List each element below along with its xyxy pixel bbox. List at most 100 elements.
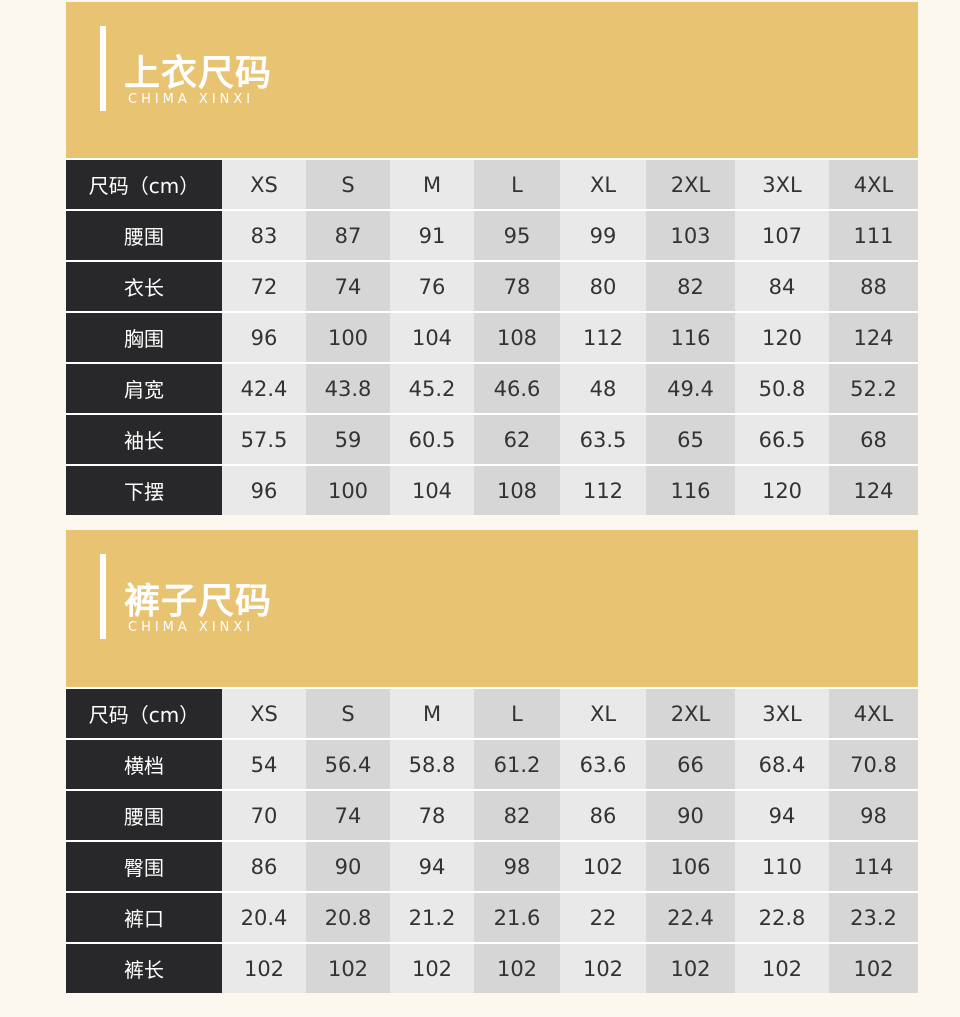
measurement-cell: 48 (560, 362, 646, 414)
measurement-cell: 52.2 (829, 362, 918, 414)
header-row: 尺码（cm） XS S M L XL 2XL 3XL 4XL (66, 158, 918, 210)
measurement-cell: 76 (390, 260, 474, 312)
measurement-cell: 102 (474, 942, 560, 993)
section-title: 上衣尺码 (124, 53, 273, 94)
measurement-cell: 45.2 (390, 362, 474, 414)
measurement-cell: 49.4 (646, 362, 735, 414)
measurement-cell: 95 (474, 209, 560, 261)
measurement-cell: 99 (560, 209, 646, 261)
measurement-cell: 96 (222, 311, 306, 363)
measurement-cell: 102 (646, 942, 735, 993)
measurement-cell: 90 (306, 840, 390, 892)
measurement-cell: 50.8 (735, 362, 829, 414)
measurement-cell: 78 (474, 260, 560, 312)
table-row: 肩宽 42.4 43.8 45.2 46.6 48 49.4 50.8 52.2 (66, 362, 918, 414)
accent-bar (100, 554, 106, 639)
size-header: 2XL (646, 687, 735, 739)
table-row: 裤长 102 102 102 102 102 102 102 102 (66, 942, 918, 993)
measurement-cell: 86 (560, 789, 646, 841)
measurement-cell: 112 (560, 464, 646, 515)
size-table: 尺码（cm） XS S M L XL 2XL 3XL 4XL 横档 54 56.4 58.8 61.2 63… (66, 687, 918, 993)
table-row: 下摆 96 100 104 108 112 116 120 124 (66, 464, 918, 515)
measurement-cell: 106 (646, 840, 735, 892)
measurement-cell: 61.2 (474, 738, 560, 790)
size-table: 尺码（cm） XS S M L XL 2XL 3XL 4XL 腰围 83 87 91 95 99 103 107… (66, 158, 918, 515)
accent-bar (100, 26, 106, 111)
measurement-cell: 82 (474, 789, 560, 841)
measurement-cell: 42.4 (222, 362, 306, 414)
row-label: 衣长 (66, 260, 222, 312)
measurement-cell: 72 (222, 260, 306, 312)
measurement-cell: 102 (222, 942, 306, 993)
measurement-cell: 94 (390, 840, 474, 892)
size-header: S (306, 158, 390, 210)
measurement-cell: 46.6 (474, 362, 560, 414)
measurement-cell: 58.8 (390, 738, 474, 790)
measurement-cell: 102 (306, 942, 390, 993)
measurement-cell: 116 (646, 311, 735, 363)
measurement-cell: 102 (560, 942, 646, 993)
size-header: 3XL (735, 158, 829, 210)
section-header: 上衣尺码 CHIMA XINXI (66, 2, 918, 158)
measurement-cell: 114 (829, 840, 918, 892)
measurement-cell: 104 (390, 311, 474, 363)
row-label: 腰围 (66, 789, 222, 841)
table-row: 袖长 57.5 59 60.5 62 63.5 65 66.5 68 (66, 413, 918, 465)
measurement-cell: 22.4 (646, 891, 735, 943)
measurement-cell: 108 (474, 311, 560, 363)
size-header: 2XL (646, 158, 735, 210)
measurement-cell: 68 (829, 413, 918, 465)
measurement-cell: 78 (390, 789, 474, 841)
top-size-section: 上衣尺码 CHIMA XINXI 尺码（cm） XS S M L XL 2XL 3XL 4XL 腰… (66, 2, 918, 515)
measurement-cell: 124 (829, 311, 918, 363)
row-label: 裤口 (66, 891, 222, 943)
measurement-cell: 70 (222, 789, 306, 841)
header-row: 尺码（cm） XS S M L XL 2XL 3XL 4XL (66, 687, 918, 739)
measurement-cell: 60.5 (390, 413, 474, 465)
measurement-cell: 23.2 (829, 891, 918, 943)
table-row: 腰围 83 87 91 95 99 103 107 111 (66, 209, 918, 261)
measurement-cell: 94 (735, 789, 829, 841)
measurement-cell: 98 (829, 789, 918, 841)
table-row: 衣长 72 74 76 78 80 82 84 88 (66, 260, 918, 312)
size-header: 4XL (829, 158, 918, 210)
measurement-cell: 111 (829, 209, 918, 261)
table-row: 横档 54 56.4 58.8 61.2 63.6 66 68.4 70.8 (66, 738, 918, 790)
row-label: 肩宽 (66, 362, 222, 414)
size-header: XL (560, 158, 646, 210)
measurement-cell: 83 (222, 209, 306, 261)
measurement-cell: 82 (646, 260, 735, 312)
measurement-cell: 22 (560, 891, 646, 943)
measurement-cell: 110 (735, 840, 829, 892)
measurement-cell: 96 (222, 464, 306, 515)
measurement-cell: 56.4 (306, 738, 390, 790)
section-subtitle: CHIMA XINXI (128, 620, 255, 635)
row-label: 胸围 (66, 311, 222, 363)
measurement-cell: 91 (390, 209, 474, 261)
size-header: M (390, 158, 474, 210)
measurement-cell: 59 (306, 413, 390, 465)
measurement-cell: 120 (735, 311, 829, 363)
measurement-cell: 87 (306, 209, 390, 261)
row-label: 袖长 (66, 413, 222, 465)
measurement-cell: 120 (735, 464, 829, 515)
measurement-cell: 124 (829, 464, 918, 515)
size-header: XS (222, 687, 306, 739)
measurement-cell: 20.4 (222, 891, 306, 943)
section-subtitle: CHIMA XINXI (128, 92, 255, 107)
table-row: 臀围 86 90 94 98 102 106 110 114 (66, 840, 918, 892)
row-label: 腰围 (66, 209, 222, 261)
measurement-cell: 62 (474, 413, 560, 465)
measurement-cell: 66 (646, 738, 735, 790)
measurement-cell: 74 (306, 789, 390, 841)
measurement-cell: 54 (222, 738, 306, 790)
measurement-cell: 102 (560, 840, 646, 892)
measurement-cell: 102 (735, 942, 829, 993)
measurement-cell: 21.2 (390, 891, 474, 943)
table-row: 腰围 70 74 78 82 86 90 94 98 (66, 789, 918, 841)
measurement-cell: 43.8 (306, 362, 390, 414)
measurement-cell: 70.8 (829, 738, 918, 790)
measurement-cell: 63.6 (560, 738, 646, 790)
measurement-cell: 21.6 (474, 891, 560, 943)
measurement-cell: 74 (306, 260, 390, 312)
